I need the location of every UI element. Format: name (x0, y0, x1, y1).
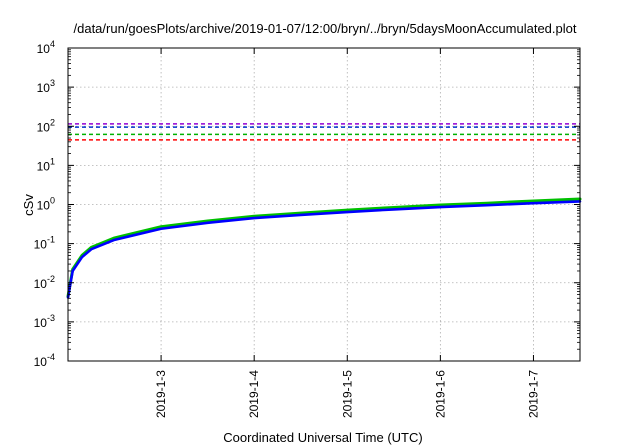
y-axis-label: cSv (21, 194, 36, 216)
chart-title: /data/run/goesPlots/archive/2019-01-07/1… (74, 21, 577, 36)
y-tick-label: 10-1 (34, 235, 55, 252)
series-line (66, 200, 582, 299)
x-tick-label: 2019-1-6 (433, 370, 447, 418)
y-tick-label: 100 (37, 196, 55, 213)
y-tick-label: 102 (37, 117, 55, 134)
grid (68, 48, 580, 361)
reference-lines (68, 123, 580, 141)
y-tick-label: 101 (37, 156, 55, 173)
y-axis-ticks: 10-4 10-3 10-2 10-1 100 101 102 103 104 (34, 39, 580, 369)
series-lines (66, 197, 582, 299)
x-tick-label: 2019-1-3 (154, 370, 168, 418)
x-axis-label: Coordinated Universal Time (UTC) (223, 430, 422, 445)
series-line (66, 197, 582, 298)
y-tick-label: 10-2 (34, 274, 55, 291)
x-axis-ticks: 2019-1-3 2019-1-4 2019-1-5 2019-1-6 2019-1-7 (154, 48, 540, 418)
y-tick-label: 10-4 (34, 352, 55, 369)
y-tick-label: 10-3 (34, 313, 55, 330)
x-tick-label: 2019-1-7 (526, 370, 540, 418)
y-tick-label: 103 (37, 78, 55, 95)
x-tick-label: 2019-1-4 (247, 370, 261, 418)
y-tick-label: 104 (37, 39, 55, 56)
x-tick-label: 2019-1-5 (340, 370, 354, 418)
